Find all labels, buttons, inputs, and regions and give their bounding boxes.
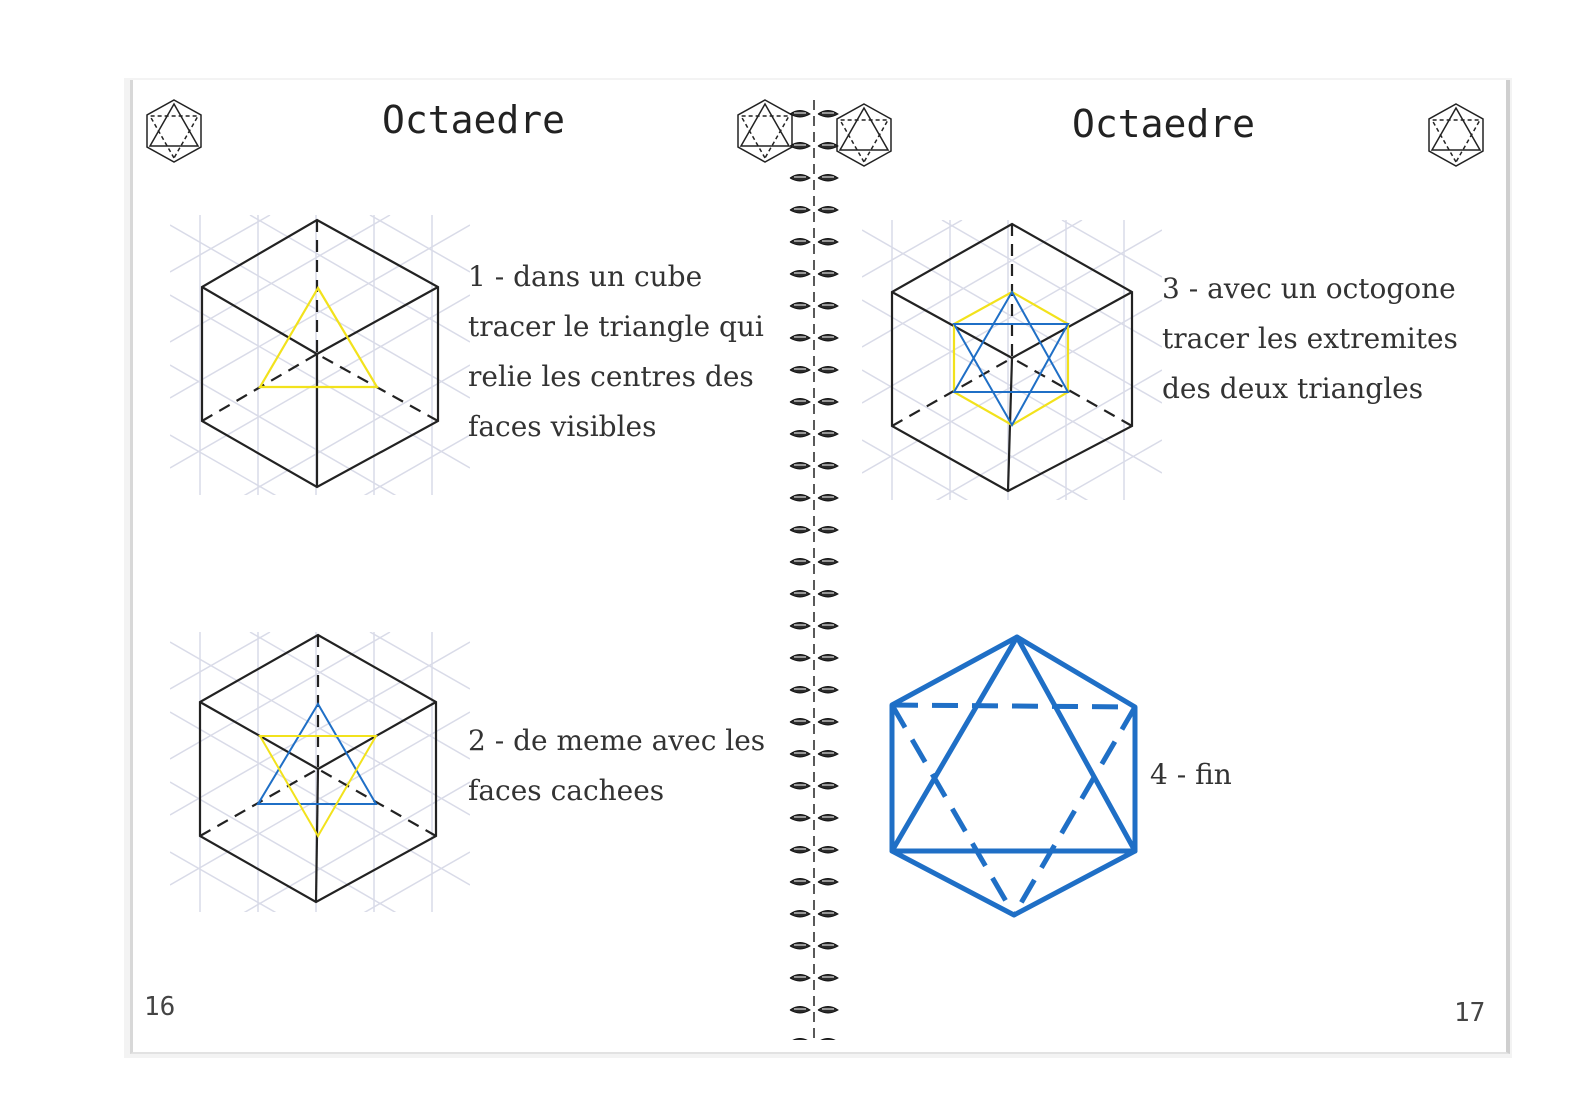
step-1-text: 1 - dans un cube tracer le triangle qui … — [468, 252, 764, 452]
left-page — [130, 80, 819, 1054]
step-3-line: 3 - avec un octogone — [1162, 272, 1456, 305]
spiral-binding — [789, 100, 839, 1040]
cube-figure-3 — [862, 220, 1162, 500]
cube-figure-1 — [170, 215, 470, 495]
isometric-grid — [862, 220, 1162, 500]
spiral-coil — [820, 1038, 836, 1040]
step-1-line: relie les centres des — [468, 360, 754, 393]
step-3-line: tracer les extremites — [1162, 322, 1458, 355]
isometric-grid — [170, 632, 470, 912]
step-4-label: 4 - fin — [1150, 758, 1232, 791]
octahedron-icon — [1428, 103, 1484, 167]
octahedron-icon — [146, 99, 202, 163]
right-page — [816, 80, 1510, 1054]
step-2-text: 2 - de meme avec les faces cachees — [468, 716, 765, 816]
octahedron-final-figure — [889, 634, 1138, 918]
step-3-line: des deux triangles — [1162, 372, 1424, 405]
isometric-grid — [170, 215, 470, 495]
octahedron-icon — [836, 103, 892, 167]
step-1-line: tracer le triangle qui — [468, 310, 764, 343]
step-2-line: 2 - de meme avec les — [468, 724, 766, 757]
step-1-line: faces visibles — [468, 410, 657, 443]
step-1-line: 1 - dans un cube — [468, 260, 703, 293]
right-page-title: Octaedre — [1072, 102, 1256, 146]
step-3-text: 3 - avec un octogone tracer les extremit… — [1162, 264, 1458, 414]
step-2-line: faces cachees — [468, 774, 665, 807]
left-page-title: Octaedre — [382, 98, 566, 142]
spiral-coils — [789, 110, 839, 1040]
cube-figure-2 — [170, 632, 470, 912]
page-number-right: 17 — [1454, 998, 1486, 1028]
spiral-coil — [792, 1038, 808, 1040]
page-number-left: 16 — [144, 992, 176, 1022]
